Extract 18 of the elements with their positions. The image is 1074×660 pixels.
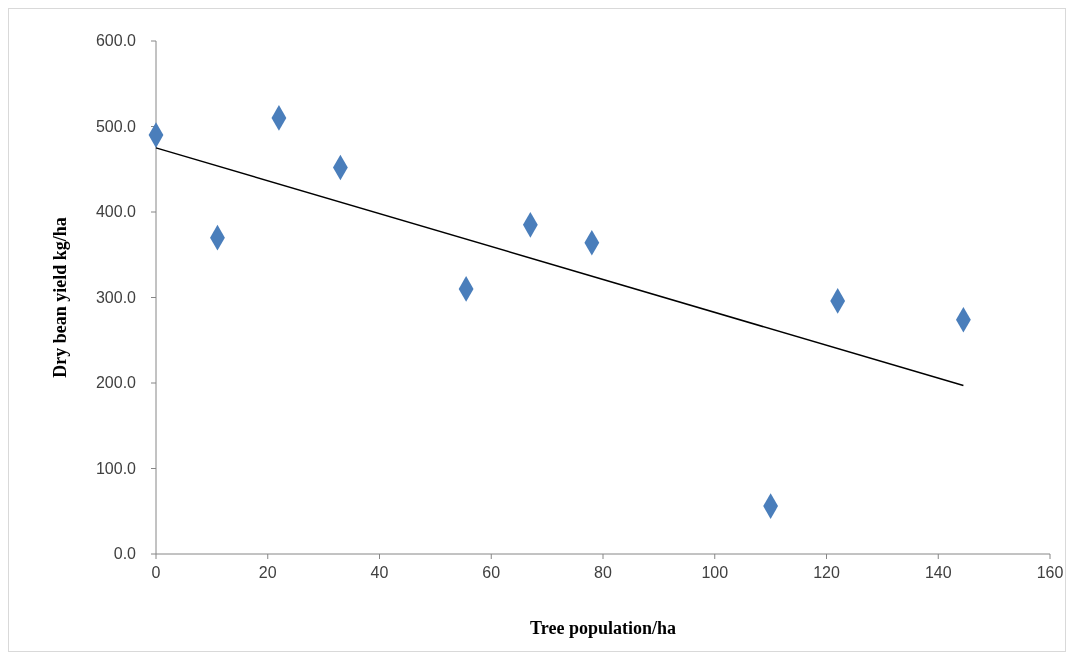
x-tick-label: 100 xyxy=(701,564,729,581)
x-axis-title: Tree population/ha xyxy=(530,618,676,638)
x-tick-label: 160 xyxy=(1036,564,1064,581)
y-tick-label: 200.0 xyxy=(95,374,137,391)
x-tick-label: 140 xyxy=(924,564,952,581)
y-tick-label: 300.0 xyxy=(95,288,137,306)
x-tick-label: 80 xyxy=(594,564,612,581)
x-tick-label: 40 xyxy=(370,564,389,581)
y-tick-label: 600.0 xyxy=(95,32,137,49)
y-tick-label: 0.0 xyxy=(113,545,137,562)
y-tick-label: 400.0 xyxy=(95,203,137,220)
x-tick-label: 120 xyxy=(813,564,840,581)
x-tick-label: 0 xyxy=(151,564,161,581)
x-tick-label: 20 xyxy=(258,564,277,581)
y-tick-label: 500.0 xyxy=(95,117,137,135)
y-axis-title: Dry bean yield kg/ha xyxy=(50,217,70,378)
x-tick-label: 60 xyxy=(482,564,501,581)
y-tick-label: 100.0 xyxy=(95,459,137,477)
